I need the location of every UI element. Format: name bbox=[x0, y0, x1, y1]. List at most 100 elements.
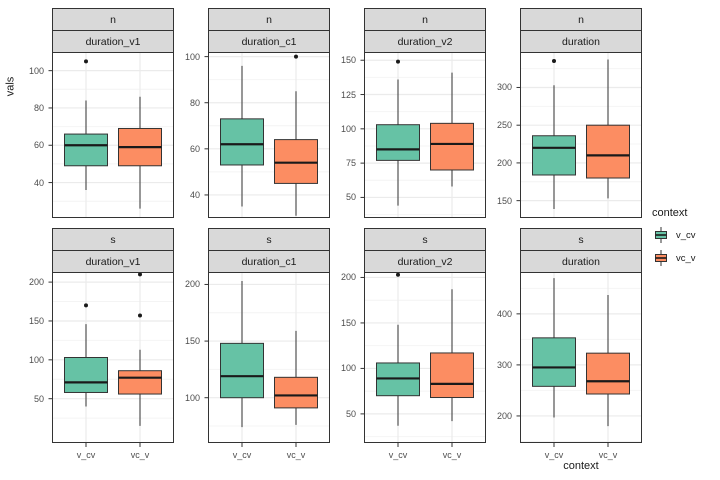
box-vc_v bbox=[274, 54, 318, 184]
panel-plot-area bbox=[48, 272, 174, 447]
outlier-point bbox=[84, 303, 88, 308]
box-vc_v bbox=[430, 352, 474, 399]
legend-entry-vc_v: vc_v bbox=[652, 249, 696, 267]
panel-plot-area bbox=[360, 272, 486, 447]
facet-strip-row: s bbox=[208, 228, 330, 251]
x-tick-label: vc_v bbox=[286, 450, 306, 460]
y-tick-label: 300 bbox=[496, 82, 512, 93]
y-tick-label: 200 bbox=[28, 277, 44, 288]
facet-panel-n-duration_v2: n duration_v2 50 75 100 125 150 bbox=[330, 8, 486, 218]
outlier-point bbox=[396, 59, 400, 64]
y-axis-title: vals bbox=[4, 76, 17, 97]
facet-strip-row: n bbox=[208, 8, 330, 31]
panel-plot-area bbox=[516, 272, 642, 447]
legend-entry-v_cv: v_cv bbox=[652, 226, 696, 244]
y-tick-label: 80 bbox=[189, 97, 200, 108]
outlier-point bbox=[138, 272, 142, 277]
x-tick-label: v_cv bbox=[232, 450, 252, 460]
facet-strip-row: s bbox=[520, 228, 642, 251]
y-tick-label: 200 bbox=[184, 279, 200, 290]
y-tick-label: 200 bbox=[340, 272, 356, 283]
x-axis-title: context bbox=[563, 460, 599, 472]
legend-entry-label: vc_v bbox=[676, 252, 696, 264]
facet-strip-row: n bbox=[364, 8, 486, 31]
box-vc_v bbox=[118, 127, 162, 167]
facet-strip-col: duration_c1 bbox=[208, 250, 330, 273]
panel-plot-area bbox=[204, 52, 330, 218]
y-tick-label: 150 bbox=[496, 195, 512, 206]
facet-strip-col: duration_v1 bbox=[52, 30, 174, 53]
facet-panel-s-duration: s duration 200 300 400 v_cv vc_v bbox=[486, 228, 642, 467]
panel-plot-area bbox=[48, 52, 174, 218]
y-tick-label: 40 bbox=[189, 189, 200, 200]
outlier-point bbox=[552, 59, 556, 64]
box-v_cv bbox=[376, 272, 420, 397]
facet-strip-row: s bbox=[52, 228, 174, 251]
legend: context v_cv vc_v bbox=[652, 207, 696, 272]
outlier-point bbox=[138, 313, 142, 318]
y-tick-label: 400 bbox=[496, 308, 512, 319]
y-tick-label: 150 bbox=[28, 315, 44, 326]
y-tick-label: 100 bbox=[184, 392, 200, 403]
x-tick-label: vc_v bbox=[442, 450, 462, 460]
box-vc_v bbox=[118, 272, 162, 395]
legend-entry-label: v_cv bbox=[676, 229, 696, 241]
facet-strip-col: duration_v1 bbox=[52, 250, 174, 273]
y-tick-label: 100 bbox=[28, 354, 44, 365]
y-tick-label: 100 bbox=[28, 65, 44, 76]
box-v_cv bbox=[64, 303, 108, 393]
box-v_cv bbox=[64, 59, 108, 167]
y-tick-label: 50 bbox=[33, 393, 44, 404]
facet-strip-col: duration_v2 bbox=[364, 30, 486, 53]
box-v_cv bbox=[532, 59, 576, 176]
legend-key-boxplot-glyph bbox=[655, 227, 667, 243]
facet-panel-n-duration: n duration 150 200 250 300 bbox=[486, 8, 642, 218]
facet-strip-row: n bbox=[520, 8, 642, 31]
y-tick-label: 200 bbox=[496, 410, 512, 421]
y-tick-label: 100 bbox=[340, 123, 356, 134]
box-v_cv bbox=[532, 337, 576, 387]
facet-strip-row: s bbox=[364, 228, 486, 251]
box-v_cv bbox=[220, 118, 264, 166]
y-tick-label: 40 bbox=[33, 177, 44, 188]
facet-strip-col: duration bbox=[520, 30, 642, 53]
facet-panel-n-duration_v1: n duration_v1 40 60 80 100 bbox=[18, 8, 174, 218]
y-tick-label: 50 bbox=[345, 408, 356, 419]
panel-plot-area bbox=[204, 272, 330, 447]
y-tick-label: 250 bbox=[496, 120, 512, 131]
y-tick-label: 150 bbox=[340, 317, 356, 328]
facet-panel-n-duration_c1: n duration_c1 40 60 80 100 bbox=[174, 8, 330, 218]
box-vc_v bbox=[274, 376, 318, 409]
x-tick-label: vc_v bbox=[598, 450, 618, 460]
outlier-point bbox=[294, 54, 298, 59]
y-tick-label: 100 bbox=[340, 363, 356, 374]
y-tick-label: 50 bbox=[345, 192, 356, 203]
box-v_cv bbox=[220, 342, 264, 399]
outlier-point bbox=[84, 59, 88, 64]
y-tick-label: 150 bbox=[340, 55, 356, 66]
facet-panel-s-duration_v2: s duration_v2 50 100 150 200 v_cv vc_v bbox=[330, 228, 486, 467]
y-tick-label: 125 bbox=[340, 89, 356, 100]
legend-key-boxplot-glyph bbox=[655, 250, 667, 266]
facet-panel-s-duration_c1: s duration_c1 100 150 200 v_cv vc_v bbox=[174, 228, 330, 467]
box-v_cv bbox=[376, 59, 420, 161]
y-tick-label: 60 bbox=[189, 143, 200, 154]
panel-plot-area bbox=[360, 52, 486, 218]
facet-strip-col: duration_c1 bbox=[208, 30, 330, 53]
y-tick-label: 300 bbox=[496, 359, 512, 370]
facet-panel-s-duration_v1: s duration_v1 50 100 150 200 v_cv vc_v bbox=[18, 228, 174, 467]
y-tick-label: 60 bbox=[33, 140, 44, 151]
facet-strip-col: duration_v2 bbox=[364, 250, 486, 273]
y-tick-label: 150 bbox=[184, 336, 200, 347]
y-tick-label: 80 bbox=[33, 102, 44, 113]
y-tick-label: 75 bbox=[345, 158, 356, 169]
y-tick-label: 200 bbox=[496, 157, 512, 168]
panel-plot-area bbox=[516, 52, 642, 218]
box-vc_v bbox=[430, 122, 474, 171]
legend-entries: v_cv vc_v bbox=[652, 226, 696, 267]
x-tick-label: vc_v bbox=[130, 450, 150, 460]
box-vc_v bbox=[586, 124, 630, 179]
box-vc_v bbox=[586, 352, 630, 395]
y-tick-label: 100 bbox=[184, 51, 200, 62]
